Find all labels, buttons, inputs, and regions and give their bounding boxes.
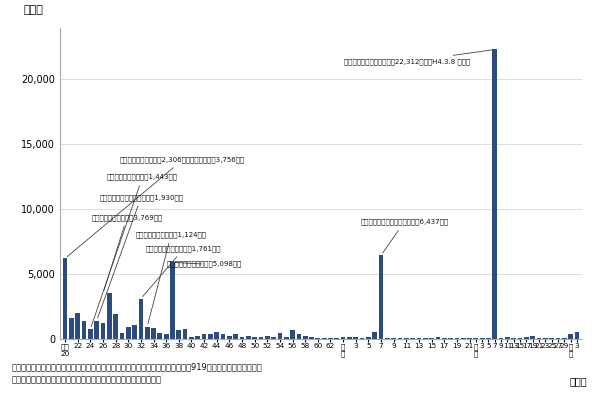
Bar [145,327,149,339]
Bar [385,338,390,339]
Text: 主な災害：三河地震（2,306人）、枕崎台風（3,756人）: 主な災害：三河地震（2,306人）、枕崎台風（3,756人） [67,156,245,256]
Bar [322,338,326,339]
Bar [246,336,251,339]
Bar [568,334,573,339]
Bar [183,329,187,339]
Bar [486,338,491,339]
Text: 主な災害：東日本大震災（22,312人）（H4.3.8 現在）: 主な災害：東日本大震災（22,312人）（H4.3.8 現在） [344,50,492,65]
Bar [360,338,364,339]
Bar [164,334,169,339]
Bar [252,336,257,339]
Bar [366,336,371,339]
Bar [82,321,86,339]
Bar [126,327,131,339]
Bar [316,338,320,339]
Text: 主な災害：南紀豪雨（1,124人）: 主な災害：南紀豪雨（1,124人） [136,231,206,324]
Bar [549,338,554,339]
Bar [543,338,548,339]
Bar [239,336,244,339]
Bar [511,338,516,339]
Text: 令和３年の死者・行方不明者は内閣府取りまとめによる速報値: 令和３年の死者・行方不明者は内閣府取りまとめによる速報値 [12,375,162,384]
Bar [303,336,308,339]
Bar [536,338,541,339]
Bar [436,336,440,339]
Bar [373,332,377,339]
Bar [119,333,124,339]
Bar [62,258,67,339]
Bar [575,332,580,339]
Bar [113,314,118,339]
Text: 主な災害：伊勢湾台風（5,098人）: 主な災害：伊勢湾台風（5,098人） [167,261,242,268]
Text: 主な災害：南海地震（1,443人）: 主な災害：南海地震（1,443人） [91,174,178,327]
Bar [328,338,333,339]
Bar [278,333,282,339]
Bar [69,318,74,339]
Bar [76,313,80,339]
Bar [442,338,446,339]
Bar [139,299,143,339]
Bar [176,331,181,339]
Bar [132,325,137,339]
Bar [284,336,289,339]
Bar [562,338,566,339]
Text: 主な災害：カスリーン台風（1,930人）: 主な災害：カスリーン台風（1,930人） [98,194,183,318]
Bar [151,328,156,339]
Bar [208,334,213,339]
Bar [499,338,503,339]
Text: 主な災害：洞爺丸台風（1,761人）: 主な災害：洞爺丸台風（1,761人） [143,245,221,297]
Bar [391,338,396,339]
Bar [353,336,358,339]
Bar [88,329,93,339]
Text: 注）平成７年死者のうち、阪神・淡路大震災の死者については、いわゆる関連死919人を含む（兵庫県資料）: 注）平成７年死者のうち、阪神・淡路大震災の死者については、いわゆる関連死919人… [12,362,263,372]
Bar [107,294,112,339]
Bar [467,338,472,339]
Bar [493,50,497,339]
Bar [480,338,485,339]
Text: （年）: （年） [569,376,587,386]
Bar [473,338,478,339]
Bar [341,336,346,339]
Bar [347,337,352,339]
Bar [505,336,510,339]
Bar [196,336,200,339]
Bar [296,334,301,339]
Bar [221,334,226,339]
Bar [448,338,453,339]
Text: 主な災害：阪神・淡路大震災（6,437人）: 主な災害：阪神・淡路大震災（6,437人） [360,219,448,253]
Bar [259,336,263,339]
Bar [265,336,269,339]
Bar [530,336,535,339]
Bar [461,338,466,339]
Bar [524,336,529,339]
Bar [429,338,434,339]
Bar [233,334,238,339]
Bar [271,336,276,339]
Bar [157,333,162,339]
Bar [170,262,175,339]
Bar [290,331,295,339]
Bar [379,255,383,339]
Bar [227,336,232,339]
Bar [202,334,206,339]
Bar [214,332,219,339]
Bar [94,321,99,339]
Text: （人）: （人） [23,5,43,15]
Bar [404,338,409,339]
Bar [416,338,421,339]
Bar [101,323,106,339]
Bar [423,338,428,339]
Text: 主な災害：福井地震（3,769人）: 主な災害：福井地震（3,769人） [91,214,163,291]
Bar [189,336,194,339]
Bar [455,338,459,339]
Bar [518,338,523,339]
Bar [334,338,339,339]
Bar [410,338,415,339]
Bar [398,338,403,339]
Bar [309,336,314,339]
Bar [556,338,560,339]
